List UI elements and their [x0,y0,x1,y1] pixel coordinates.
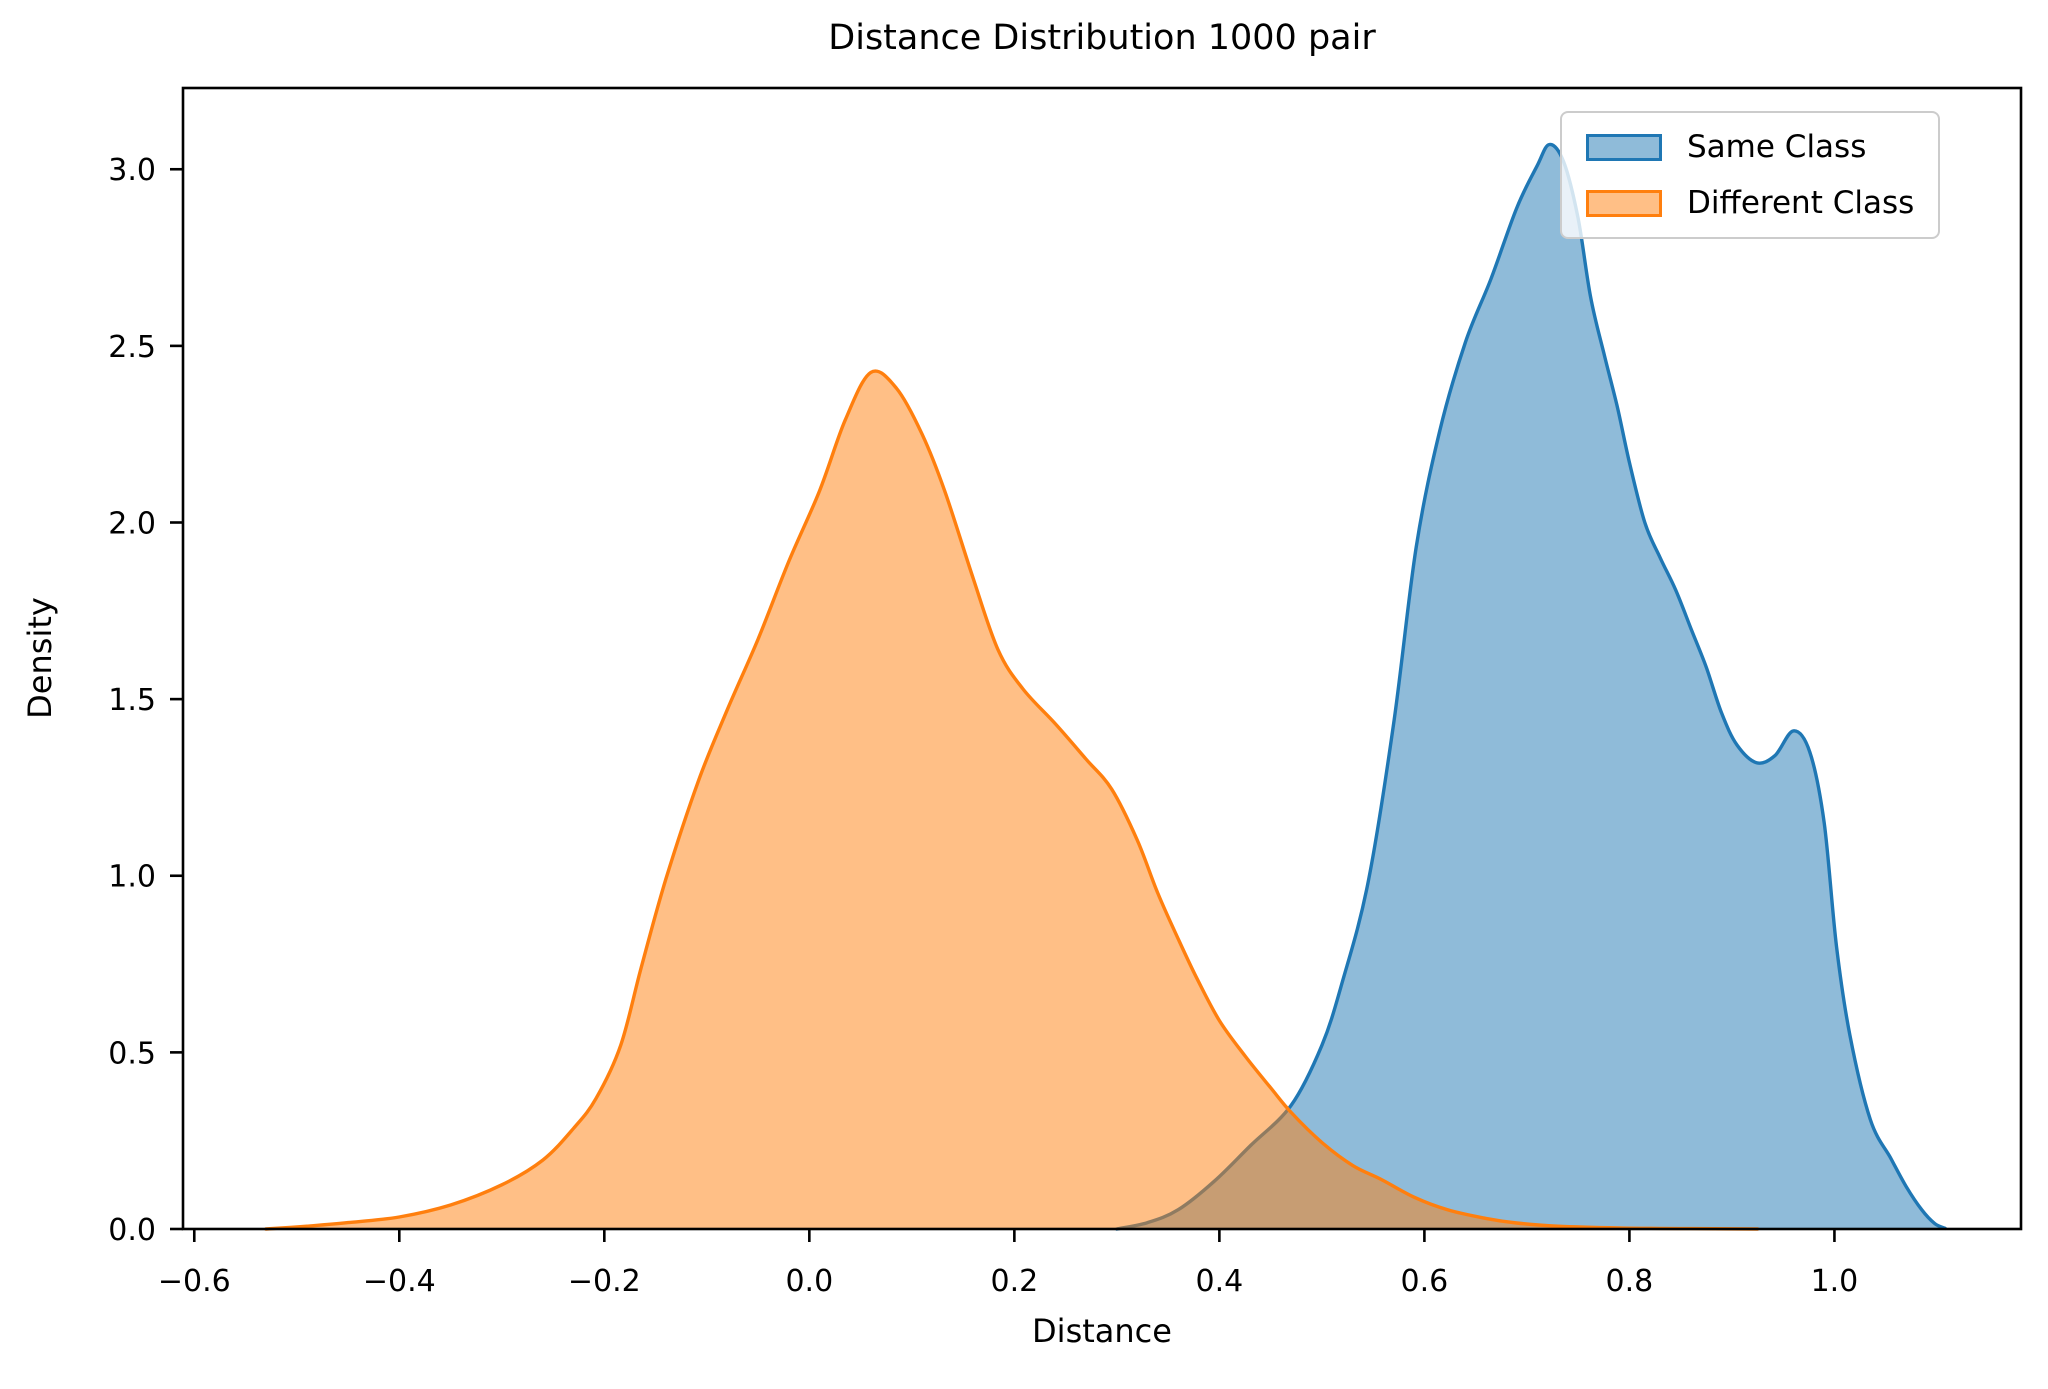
y-tick-label: 1.5 [108,683,156,718]
y-tick-label: 2.0 [108,506,156,541]
x-tick-label: 0.6 [1401,1264,1449,1299]
legend-label: Different Class [1687,185,1915,221]
x-tick-label: 0.0 [785,1264,833,1299]
x-tick-label: 1.0 [1811,1264,1859,1299]
x-tick-label: 0.8 [1606,1264,1654,1299]
plot-title: Distance Distribution 1000 pair [828,18,1376,58]
x-tick-label: 0.4 [1196,1264,1244,1299]
x-tick-label: −0.6 [158,1264,231,1299]
y-tick-label: 0.0 [108,1213,156,1248]
x-tick-label: −0.4 [363,1264,436,1299]
y-axis-label: Density [21,597,59,719]
y-tick-label: 3.0 [108,153,156,188]
y-tick-label: 0.5 [108,1036,156,1071]
x-tick-label: 0.2 [990,1264,1038,1299]
different-class-line [264,369,1760,1231]
x-tick-label: −0.2 [568,1264,641,1299]
same-class-area [1116,144,1946,1229]
y-tick-label: 2.5 [108,330,156,365]
same-class-swatch-icon [1586,133,1662,161]
different-class-swatch-icon [1586,189,1662,217]
axes-frame [181,86,2023,1231]
legend-label: Same Class [1687,129,1867,165]
legend-item-different-class: Different Class [1586,184,1914,222]
same-class-line [1115,142,1947,1231]
legend: Same Class Different Class [1560,111,1941,239]
legend-item-same-class: Same Class [1586,128,1914,166]
x-axis-label: Distance [1032,1312,1172,1350]
y-tick-label: 1.0 [108,860,156,895]
different-class-area [266,371,1758,1229]
